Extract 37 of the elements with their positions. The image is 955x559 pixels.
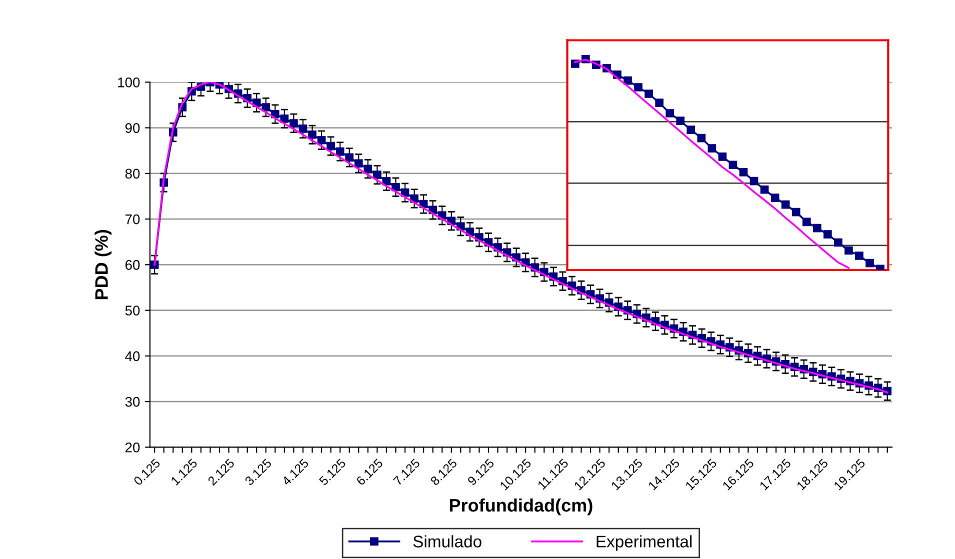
y-tick-label: 100 bbox=[118, 78, 140, 88]
y-tick-label: 40 bbox=[125, 351, 140, 362]
y-tick-label: 60 bbox=[125, 260, 140, 270]
point bbox=[812, 224, 822, 232]
point bbox=[708, 144, 716, 152]
y-tick-label: 50 bbox=[125, 306, 140, 316]
point bbox=[686, 126, 696, 134]
point bbox=[781, 200, 790, 209]
point bbox=[739, 168, 748, 176]
point bbox=[760, 185, 769, 194]
y-tick-label: 90 bbox=[125, 123, 140, 133]
point bbox=[802, 218, 811, 226]
point bbox=[866, 258, 874, 268]
point bbox=[855, 252, 864, 260]
point bbox=[666, 109, 674, 118]
point bbox=[644, 90, 653, 98]
point bbox=[624, 76, 632, 85]
y-axis-title: PDD (%) bbox=[94, 230, 112, 300]
point bbox=[792, 208, 800, 216]
point bbox=[770, 194, 780, 202]
point bbox=[834, 238, 842, 247]
point bbox=[697, 134, 706, 142]
point bbox=[634, 83, 642, 92]
point bbox=[655, 98, 664, 107]
point bbox=[676, 116, 685, 125]
y-tick-label: 30 bbox=[125, 396, 140, 407]
y-tick-label: 80 bbox=[125, 168, 140, 179]
legend-label: Simulado bbox=[413, 535, 482, 548]
x-axis-title: Profundidad(cm) bbox=[450, 498, 592, 516]
point bbox=[728, 160, 738, 170]
point bbox=[823, 230, 832, 238]
point bbox=[750, 176, 758, 186]
point bbox=[844, 246, 853, 255]
legend-label: Experimental bbox=[596, 535, 692, 551]
y-tick-label: 20 bbox=[125, 442, 140, 452]
point bbox=[718, 152, 727, 161]
y-tick-label: 70 bbox=[125, 214, 140, 224]
